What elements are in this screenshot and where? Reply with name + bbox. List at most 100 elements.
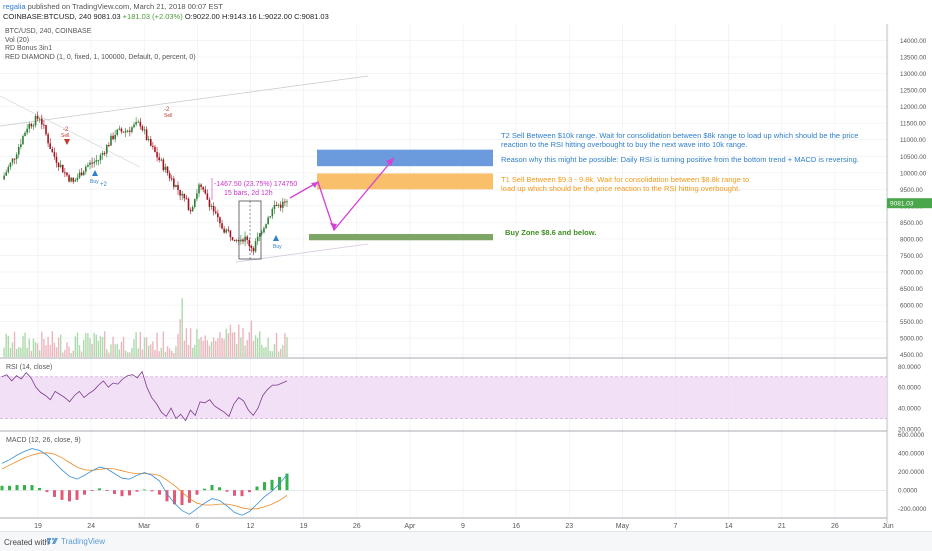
macd-histogram-bar [225, 490, 229, 492]
volume-bar [143, 337, 146, 357]
indicator-item[interactable]: Vol (20) [5, 36, 30, 44]
volume-bar [13, 331, 16, 357]
publisher-user[interactable]: regalia [3, 2, 26, 11]
candle-body [173, 178, 175, 188]
candle-body [20, 144, 22, 148]
candle-body [9, 162, 12, 168]
candle-body [225, 229, 228, 233]
candle-body [158, 157, 160, 161]
upper-trend-line[interactable] [0, 75, 369, 127]
volume-bar [47, 336, 49, 357]
macd-histogram-bar [60, 490, 64, 500]
macd-signal-line [1, 452, 288, 510]
volume-bar [175, 346, 177, 357]
candle-body [112, 135, 114, 140]
rsi-label[interactable]: RSI (14, close) [6, 364, 53, 371]
volume-bar [76, 332, 79, 357]
macd-histogram-bar [195, 490, 199, 495]
candle-body [45, 125, 47, 135]
candle-body [183, 193, 186, 199]
macd-tick-label: 200.0000 [898, 469, 925, 476]
candle-body [105, 144, 108, 154]
volume-bar [112, 336, 114, 357]
macd-histogram-bar [248, 490, 251, 493]
volume-bar [280, 348, 282, 357]
candle-body [286, 201, 288, 203]
volume-bar [78, 345, 81, 357]
measure-label-1: -1467.50 (23.75%) 174750 [214, 181, 297, 188]
volume-bar [152, 341, 154, 357]
price-tick-label: 10000.00 [900, 170, 927, 177]
volume-bar [133, 339, 135, 357]
candle-body [124, 130, 127, 133]
candle-body [131, 127, 133, 132]
volume-bar [177, 333, 179, 357]
volume-bar [99, 335, 102, 357]
volume-bar [39, 350, 41, 357]
candle-body [133, 124, 135, 128]
signal-sell-label: -2 [63, 127, 69, 133]
sell-arrow-icon [64, 139, 70, 145]
macd-histogram-bar [233, 490, 236, 496]
last-price-badge [887, 198, 932, 209]
candle-body [145, 129, 148, 141]
rsi-tick-label: 40.0000 [898, 406, 921, 413]
price-tick-label: 11500.00 [900, 121, 926, 128]
note-buy-zone: Buy Zone $8.6 and below. [505, 228, 597, 237]
buy-arrow-icon [92, 170, 98, 176]
volume-bar [106, 349, 108, 357]
note-t1-line-2: load up which should be the price reacti… [501, 183, 741, 193]
price-axis [0, 24, 888, 524]
volume-bar [97, 340, 100, 357]
volume-bar [250, 320, 253, 357]
indicator-item[interactable]: RD Bonus 3in1 [5, 45, 53, 53]
volume-bar [70, 352, 72, 357]
price-tick-label: 6000.00 [900, 303, 923, 310]
candle-body [70, 177, 72, 182]
candle-body [284, 201, 286, 203]
indicator-item[interactable]: RED DIAMOND (1, 0, fixed, 1, 100000, Def… [5, 53, 196, 61]
candle-body [233, 239, 236, 241]
volume-bar [202, 340, 204, 357]
volume-bar [275, 332, 278, 357]
projection-arrows [289, 157, 395, 232]
macd-histogram-bar [38, 488, 41, 491]
volume-bar [164, 351, 167, 357]
candle-body [68, 175, 70, 182]
falling-trend-line[interactable] [0, 95, 141, 168]
macd-label[interactable]: MACD (12, 26, close, 9) [6, 437, 81, 444]
candle-body [250, 246, 253, 248]
volume-bar [227, 333, 230, 357]
indicator-item[interactable]: BTC/USD, 240, COINBASE [5, 28, 92, 35]
macd-histogram-bar [0, 485, 4, 491]
price-tick-label: 7000.00 [900, 270, 923, 277]
note-t2-line-1: T2 Sell Between $10k range. Wait for con… [501, 131, 859, 140]
macd-histogram-bar [255, 486, 259, 491]
candle-body [219, 217, 221, 224]
volume-bar [282, 345, 284, 357]
note-t1-line-1: T1 Sell Between $9.3 - 9.8k. Wait for co… [501, 175, 750, 184]
volume-bar [284, 333, 286, 357]
time-tick-label: 12 [247, 523, 255, 530]
price-tick-label: 9500.00 [900, 187, 923, 194]
volume-bar [212, 337, 215, 357]
volume-bar [7, 335, 9, 357]
volume-bar [72, 350, 74, 357]
candle-body [202, 186, 204, 190]
volume-bar [30, 351, 33, 357]
volume-bar [26, 347, 28, 357]
volume-bar [173, 352, 175, 357]
candle-body [110, 135, 112, 146]
macd-histogram-bar [240, 490, 244, 497]
time-tick-label: 26 [831, 523, 839, 530]
measure-box[interactable]: -1467.50 (23.75%) 174750 15 bars, 2d 12h [211, 178, 297, 260]
candle-body [103, 152, 106, 154]
candle-body [93, 161, 96, 164]
volume-bar [127, 352, 129, 357]
volume-bar [204, 335, 206, 357]
tradingview-brand[interactable]: TradingView [61, 537, 106, 546]
candle-body [282, 201, 284, 208]
chart-canvas[interactable]: 4500.00 5000.00 5500.00 6000.00 6500.00 7000.… [0, 0, 932, 531]
signal-sell-word: Sell [61, 133, 69, 139]
volume-bar [210, 341, 213, 357]
